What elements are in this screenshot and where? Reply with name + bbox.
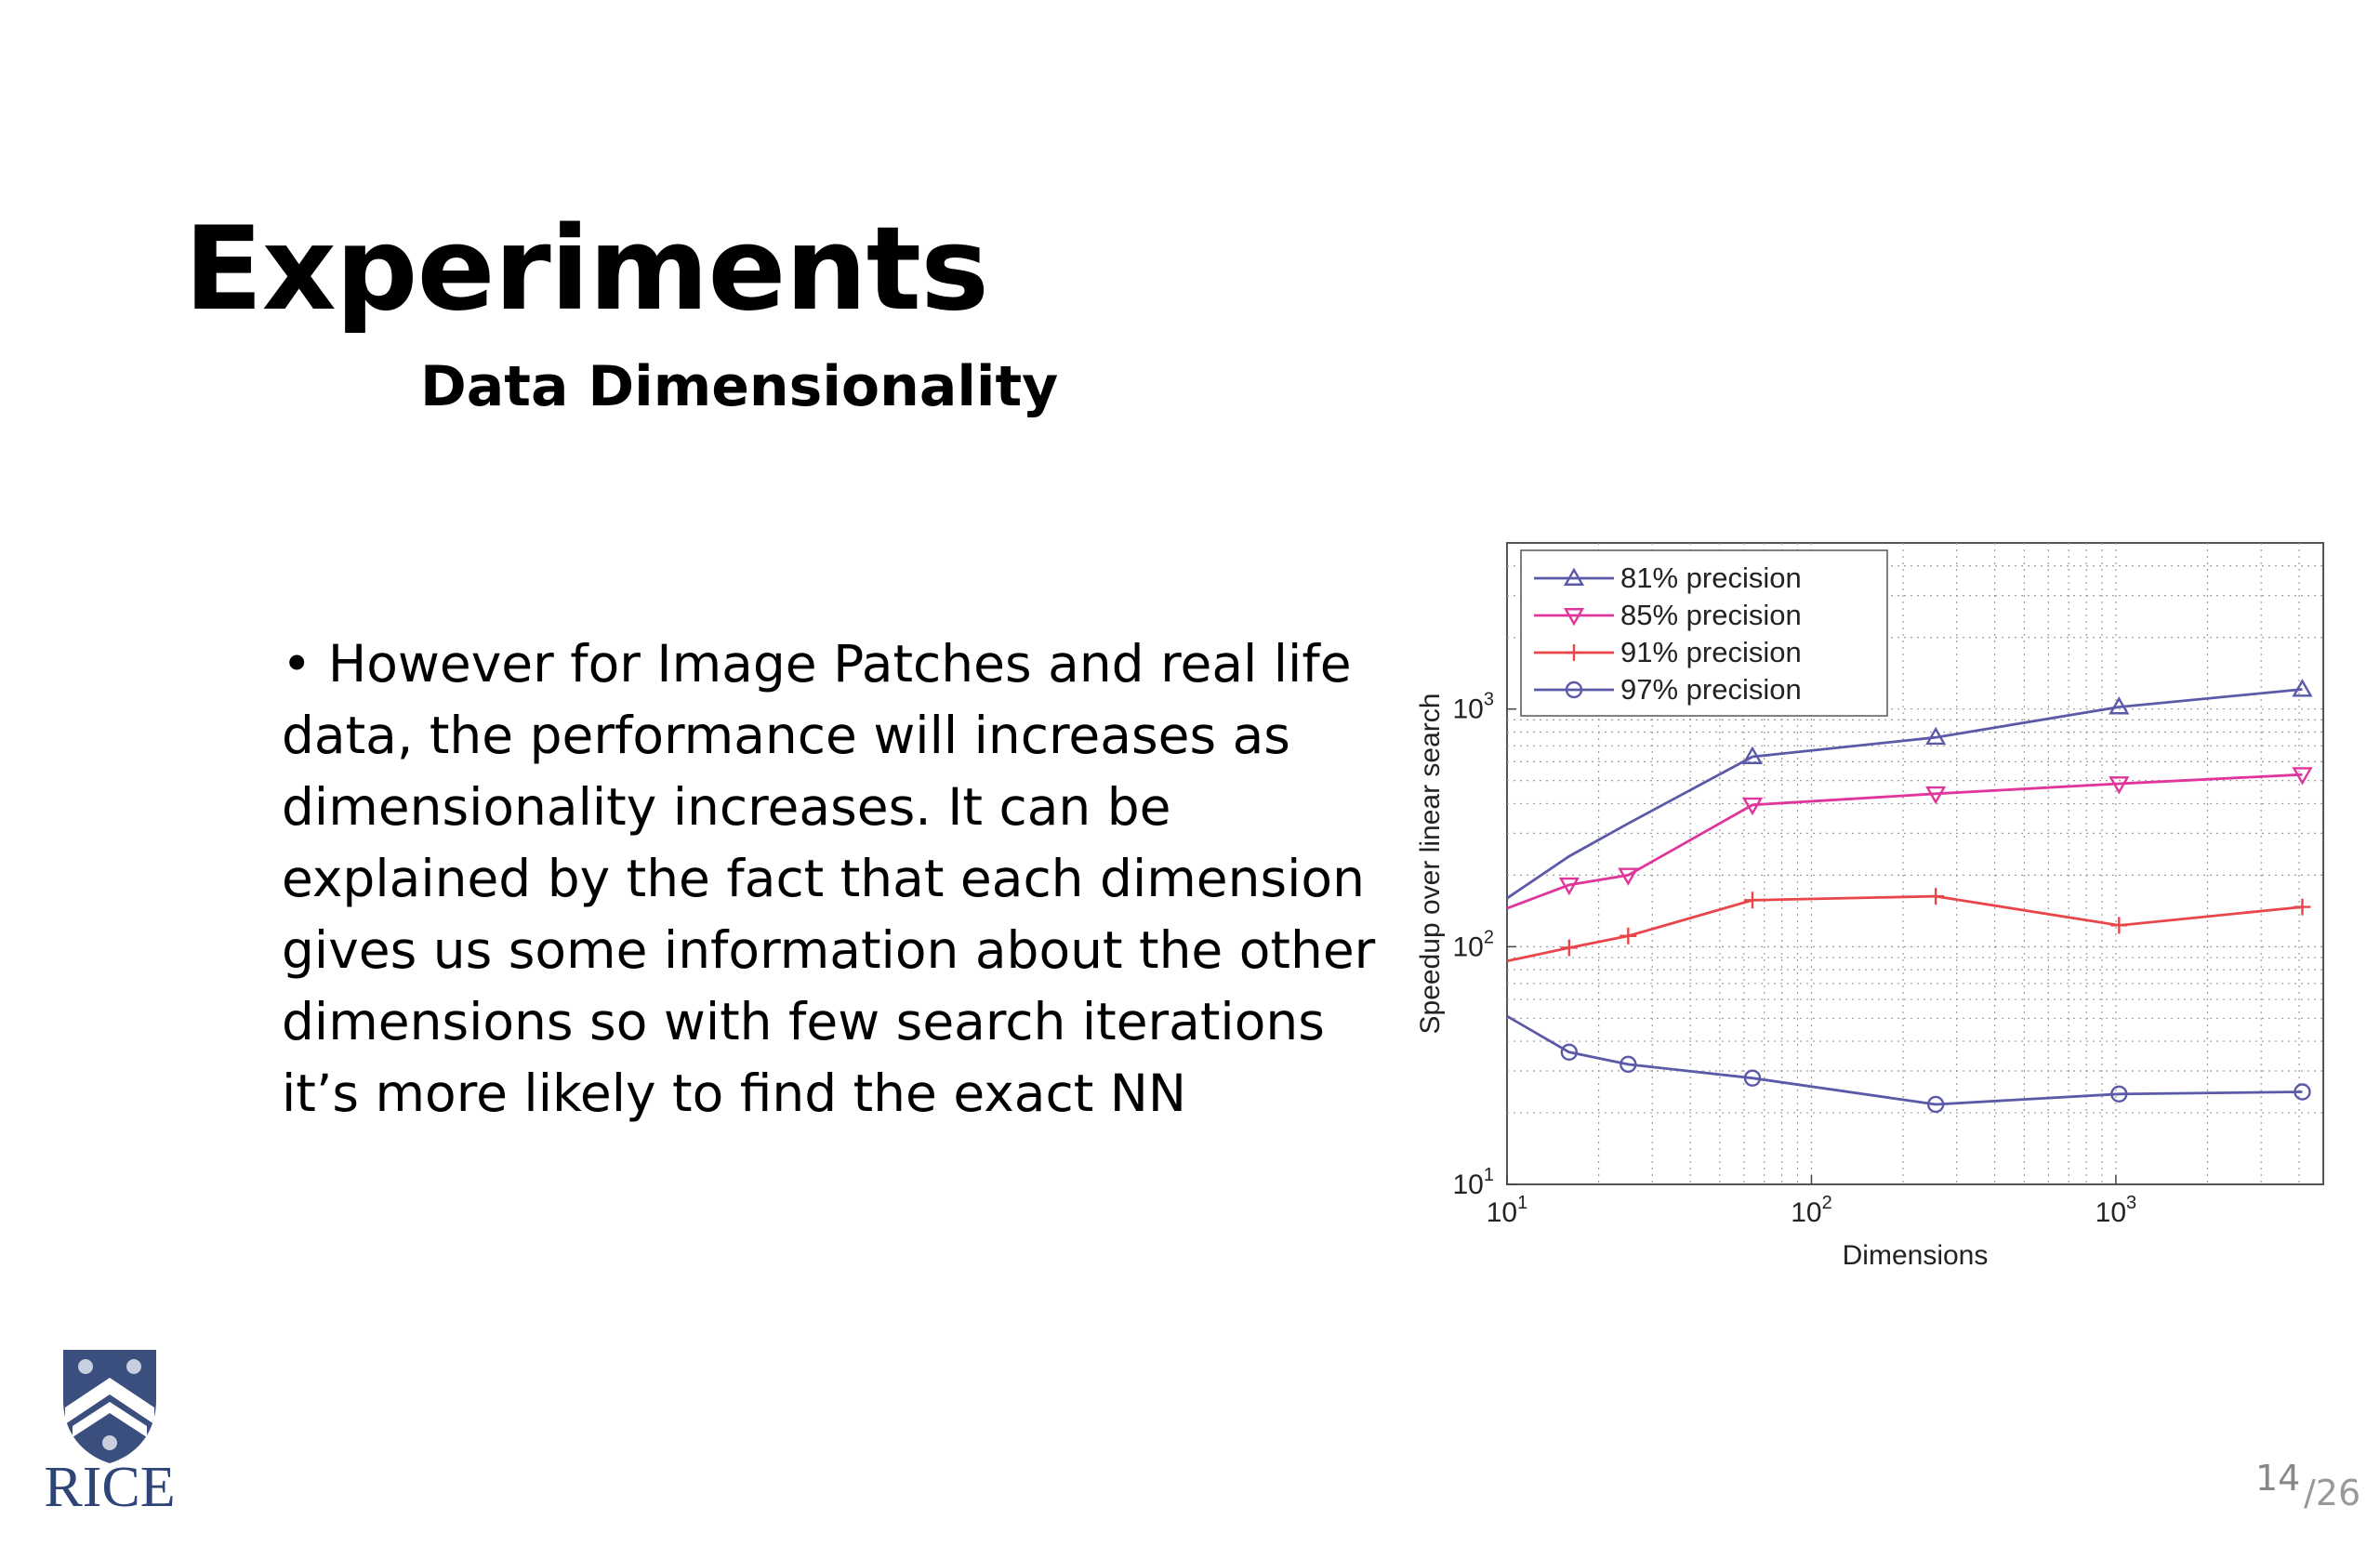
data-point [1620, 927, 1637, 945]
x-tick-label: 101 [1487, 1193, 1528, 1228]
series-2 [1506, 767, 2313, 910]
series-line [1506, 1014, 2303, 1106]
series-line [1506, 773, 2303, 910]
data-point [2294, 898, 2311, 916]
grid-lines [1507, 543, 2323, 1184]
data-point [1743, 1069, 1762, 1087]
series-1 [1506, 679, 2313, 900]
slide-subtitle: Data Dimensionality [420, 354, 1059, 419]
data-point [1563, 608, 1585, 627]
legend-item: 81% precision [1534, 562, 1802, 594]
series-4 [1506, 1014, 2311, 1114]
data-point [1566, 644, 1582, 661]
data-point [2110, 1085, 2128, 1103]
legend-item: 97% precision [1534, 673, 1802, 706]
data-point [1563, 567, 1585, 586]
series-3 [1506, 888, 2311, 963]
data-point [1560, 1043, 1579, 1061]
data-point [2294, 1083, 2311, 1101]
data-point [1741, 797, 1764, 816]
chevron-icon [65, 1378, 154, 1424]
data-point [2109, 696, 2130, 715]
data-point [1618, 867, 1639, 886]
x-tick-label: 103 [2096, 1193, 2137, 1228]
y-tick-label: 102 [1453, 927, 1495, 962]
page-total: /26 [2304, 1473, 2361, 1513]
axis-ticks: 101 102 103 101 102 103 [1453, 690, 2137, 1228]
speedup-chart: 101 102 103 101 102 103 81% precision 85% prec… [1415, 542, 2324, 1271]
data-point [2292, 767, 2313, 786]
series-line [1506, 688, 2303, 900]
series-group [1506, 679, 2313, 1114]
data-point [1925, 786, 1947, 805]
page-number: 14 [2255, 1458, 2301, 1499]
data-point [2110, 917, 2128, 934]
legend-label: 85% precision [1620, 599, 1802, 631]
y-axis-label: Speedup over linear search [1415, 694, 1446, 1035]
data-point [1565, 681, 1583, 699]
legend-item: 85% precision [1534, 599, 1802, 631]
x-tick-label: 102 [1791, 1193, 1832, 1228]
legend-label: 97% precision [1620, 673, 1802, 706]
data-point [1741, 746, 1764, 764]
slide-title: Experiments [184, 203, 989, 337]
data-point [1743, 892, 1761, 909]
data-point [1620, 1055, 1637, 1074]
logo-text: RICE [44, 1456, 175, 1513]
rice-logo: RICE [44, 1350, 176, 1513]
bullet-text: • However for Image Patches and real lif… [282, 634, 1376, 1123]
y-tick-label: 101 [1453, 1165, 1495, 1200]
y-tick-label: 103 [1453, 690, 1495, 725]
data-point [2109, 776, 2130, 795]
x-axis-label: Dimensions [1843, 1240, 1989, 1271]
data-point [1560, 939, 1578, 957]
data-point [1558, 877, 1580, 896]
legend-item: 91% precision [1534, 636, 1802, 668]
data-point [2292, 679, 2313, 697]
data-point [1927, 888, 1945, 905]
data-point [1926, 1095, 1945, 1114]
legend-label: 91% precision [1620, 636, 1802, 668]
legend: 81% precision 85% precision 91% precision 9… [1520, 549, 1888, 717]
legend-label: 81% precision [1620, 562, 1802, 594]
data-point [1925, 726, 1947, 746]
